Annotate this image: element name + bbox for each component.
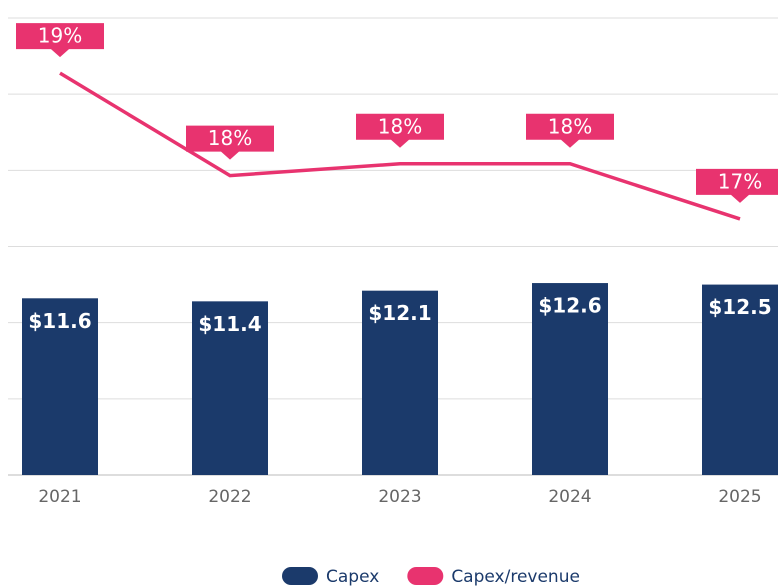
line [59, 71, 741, 221]
x-tick-label: 2022 [208, 487, 251, 507]
line-value-label: 17% [718, 169, 762, 193]
bar-value-label: $12.1 [368, 301, 431, 325]
callout [186, 125, 274, 160]
x-tick-label: 2025 [718, 487, 761, 507]
bar-value-label: $12.5 [708, 295, 771, 319]
line-value-label: 19% [38, 24, 82, 48]
bar-value-label: $12.6 [538, 294, 601, 318]
callout [696, 168, 778, 203]
bar [362, 290, 438, 475]
legend-swatch [407, 567, 444, 585]
line-value-label: 18% [208, 126, 252, 150]
bar [532, 283, 608, 475]
bar-value-label: $11.6 [28, 309, 91, 333]
bar [192, 301, 268, 475]
x-tick-label: 2024 [548, 487, 591, 507]
legend-label: Capex [326, 567, 379, 587]
line-value-label: 18% [548, 114, 592, 138]
bar-value-label: $11.4 [198, 312, 261, 336]
callout [356, 113, 444, 148]
callout [16, 23, 104, 58]
x-tick-label: 2023 [378, 487, 421, 507]
line-value-label: 18% [378, 114, 422, 138]
legend-label: Capex/revenue [451, 567, 580, 587]
bar [702, 284, 778, 475]
x-tick-label: 2021 [38, 487, 81, 507]
legend-swatch [282, 567, 318, 585]
bar [22, 298, 98, 475]
callout [526, 113, 614, 148]
